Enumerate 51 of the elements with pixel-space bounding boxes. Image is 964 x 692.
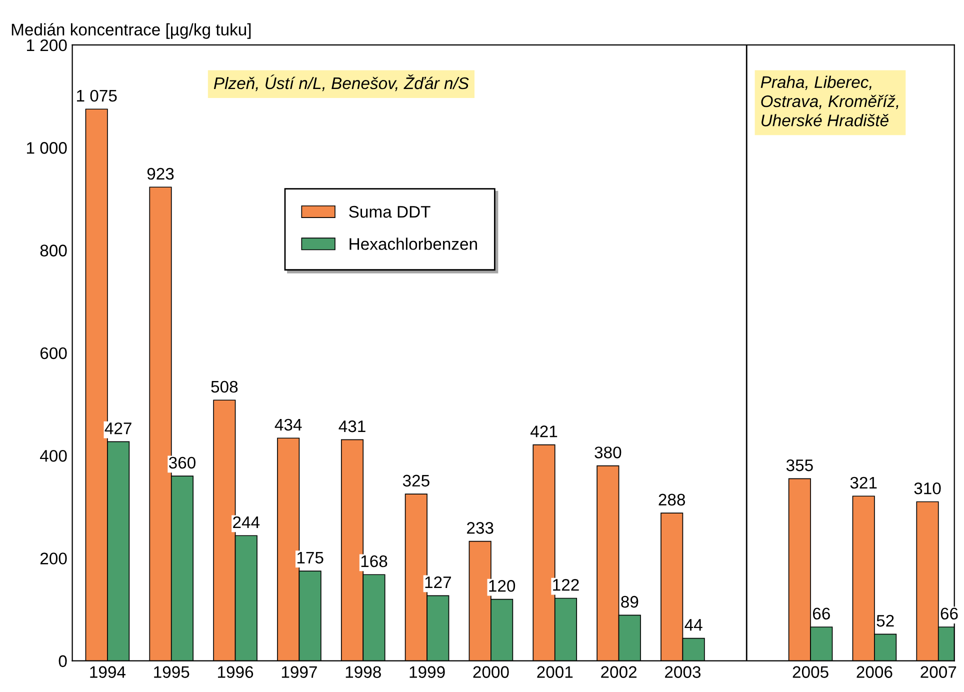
y-tick-label: 200 xyxy=(40,552,67,564)
y-tick-label: 400 xyxy=(40,450,67,462)
y-tick-label: 600 xyxy=(40,347,67,360)
data-label: 168 xyxy=(361,555,388,568)
data-label: 508 xyxy=(211,380,238,393)
data-label: 360 xyxy=(168,456,196,469)
data-label: 431 xyxy=(338,420,366,432)
data-label: 52 xyxy=(876,614,894,627)
data-label: 120 xyxy=(489,580,516,592)
x-tick-label: 2000 xyxy=(473,666,509,678)
x-tick-label: 2003 xyxy=(665,666,701,678)
legend-label: Suma DDT xyxy=(349,206,430,218)
x-tick-label: 2002 xyxy=(601,666,636,678)
y-tick-label: 1 000 xyxy=(27,142,67,154)
x-tick-label: 1994 xyxy=(90,666,126,678)
y-tick-label: 800 xyxy=(40,244,67,256)
data-label: 66 xyxy=(812,608,830,620)
data-label: 44 xyxy=(684,619,702,631)
data-label: 233 xyxy=(467,522,494,534)
x-tick-label: 1996 xyxy=(218,666,254,678)
x-tick-label: 1995 xyxy=(154,666,190,678)
x-tick-label: 1997 xyxy=(282,666,317,678)
y-axis-title: Medián koncentrace [µg/kg tuku] xyxy=(12,23,251,39)
data-label: 66 xyxy=(940,608,958,620)
data-label: 421 xyxy=(530,426,558,438)
data-label: 89 xyxy=(621,596,638,608)
data-label: 310 xyxy=(914,482,941,494)
data-label: 127 xyxy=(425,576,451,588)
x-tick-label: 1999 xyxy=(410,666,445,678)
annotation: Plzeň, Ústí n/L, Benešov, Žďár n/S xyxy=(214,74,469,92)
data-label: 244 xyxy=(233,516,260,528)
data-label: 325 xyxy=(402,474,430,487)
x-tick-label: 2001 xyxy=(537,666,573,678)
data-label: 923 xyxy=(147,168,174,180)
data-label: 1 075 xyxy=(77,90,117,102)
x-tick-label: 2005 xyxy=(792,666,828,678)
data-label: 321 xyxy=(850,476,877,489)
data-label: 288 xyxy=(658,494,686,506)
y-tick-label: 1 200 xyxy=(27,39,67,52)
y-tick-label: 0 xyxy=(58,655,67,668)
x-tick-label: 2006 xyxy=(856,666,892,678)
x-tick-label: 1998 xyxy=(346,666,381,678)
data-label: 434 xyxy=(274,418,302,431)
legend-label: Hexachlorbenzen xyxy=(350,238,477,250)
data-label: 380 xyxy=(594,446,622,458)
annotation: Praha, Liberec, Ostrava, Kroměříž, Uherské Hradiště xyxy=(760,76,898,126)
data-label: 355 xyxy=(786,459,813,472)
x-tick-label: 2007 xyxy=(920,666,956,678)
data-label: 175 xyxy=(297,552,324,564)
data-label: 122 xyxy=(553,578,579,591)
data-label: 427 xyxy=(104,422,132,434)
